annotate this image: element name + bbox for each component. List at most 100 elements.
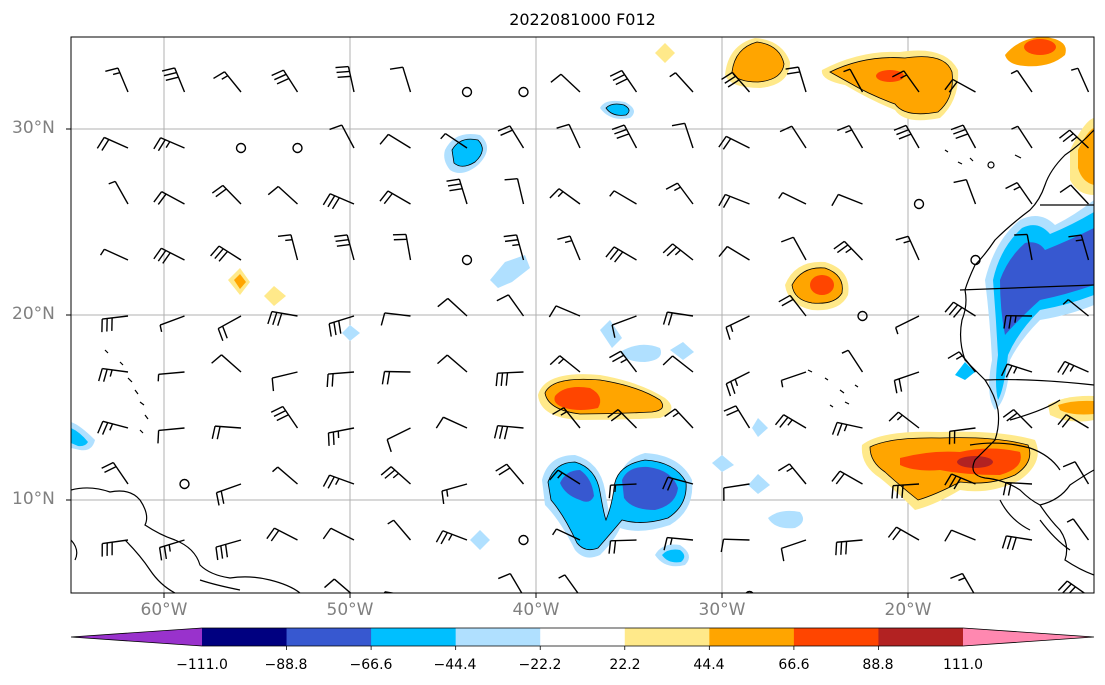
wind-barb [893, 371, 920, 394]
wind-barb [437, 354, 468, 373]
wind-barb [495, 463, 525, 485]
wind-barb [549, 355, 581, 373]
wind-barb [99, 248, 129, 261]
wind-barb [213, 71, 242, 93]
wind-barb [215, 483, 242, 506]
wind-barb [1000, 363, 1033, 378]
wind-barb [671, 122, 694, 149]
wind-barb [381, 370, 411, 385]
wind-barb [556, 123, 581, 149]
wind-barb [437, 297, 468, 317]
colorbar-ticks [286, 646, 879, 650]
calm-wind-circle [745, 590, 754, 593]
wind-barb [837, 124, 864, 149]
colorbar-bin [709, 628, 795, 646]
lon-label-20w: 20°W [884, 600, 932, 620]
wind-barb [611, 124, 638, 149]
wind-barb [211, 425, 242, 440]
wind-barb [662, 355, 694, 373]
wind-barb [605, 246, 637, 263]
calm-wind-circle [518, 534, 529, 546]
wind-barb [549, 188, 581, 205]
wind-barb [271, 69, 299, 93]
wind-barb [1011, 125, 1033, 149]
colorbar-segments [71, 628, 1094, 646]
calm-wind-circle [518, 86, 529, 98]
wind-barb [662, 476, 694, 491]
lat-label-20n: 20°N [12, 304, 55, 324]
cb-label: −22.2 [518, 657, 562, 673]
wind-barb [153, 247, 185, 264]
wind-barb [272, 466, 298, 485]
wind-barb [159, 315, 185, 333]
wind-barb [1057, 360, 1089, 375]
wind-barb [944, 301, 976, 318]
wind-barb [435, 416, 468, 429]
wind-barb [322, 527, 355, 541]
wind-barb [1071, 67, 1090, 93]
colorbar-bin [455, 628, 541, 646]
lon-label-50w: 50°W [326, 600, 374, 620]
wind-barb [440, 133, 468, 149]
wind-barb [944, 529, 976, 542]
wind-barb [780, 539, 807, 562]
cb-label: −111.0 [176, 657, 228, 673]
warm-region-central [228, 261, 849, 420]
wind-barb [389, 66, 412, 93]
wind-barb [266, 527, 298, 542]
wind-barb [662, 311, 694, 326]
wind-barb [723, 405, 751, 429]
wind-barb [841, 349, 864, 373]
lon-label-40w: 40°W [512, 600, 560, 620]
wind-barb [101, 461, 129, 485]
wind-barb [380, 312, 411, 326]
wind-barb [157, 371, 185, 382]
wind-barb [1062, 299, 1089, 317]
wind-barb [609, 69, 638, 93]
colorbar-extend-high [963, 628, 1094, 646]
wind-barb [548, 305, 581, 318]
wind-barb [725, 315, 750, 340]
wind-barb [723, 483, 750, 501]
wind-barb [267, 185, 298, 205]
wind-barb [953, 178, 977, 205]
colorbar-bin [540, 628, 626, 646]
colorbar-bin [286, 628, 372, 646]
calm-wind-circle [970, 254, 981, 266]
wind-barb [158, 539, 185, 561]
wind-barb [380, 466, 411, 485]
wind-barb [785, 66, 807, 93]
cb-label: 22.2 [609, 657, 641, 673]
wind-barb [950, 124, 977, 149]
wind-barb [774, 414, 807, 429]
wind-barb [97, 420, 129, 435]
wind-barb [608, 539, 637, 554]
wind-barb [324, 578, 352, 593]
wind-barb [270, 405, 299, 429]
wind-barb [1057, 414, 1089, 429]
lat-label-30n: 30°N [12, 118, 55, 138]
wind-barb [497, 572, 523, 593]
calm-wind-circle [179, 478, 190, 490]
wind-barb [718, 135, 750, 150]
wind-barb [611, 315, 637, 338]
wind-barb [386, 427, 411, 453]
wind-barb [101, 539, 129, 557]
wind-barb [718, 245, 750, 261]
wind-barb [1057, 580, 1086, 593]
wind-barb [392, 233, 412, 261]
cold-region-central [342, 320, 804, 550]
calm-wind-circle [461, 254, 473, 266]
wind-barb [665, 182, 694, 205]
colorbar-bin [624, 628, 710, 646]
coastlines [71, 129, 1094, 593]
wind-barb [153, 191, 185, 205]
wind-barb [267, 310, 298, 326]
wind-barb [609, 350, 638, 373]
wind-barb [277, 234, 299, 261]
wind-barb [843, 68, 864, 93]
cb-label: −44.4 [433, 657, 477, 673]
wind-barb [720, 538, 750, 553]
wind-barb [322, 474, 355, 489]
wind-barb [831, 470, 863, 485]
